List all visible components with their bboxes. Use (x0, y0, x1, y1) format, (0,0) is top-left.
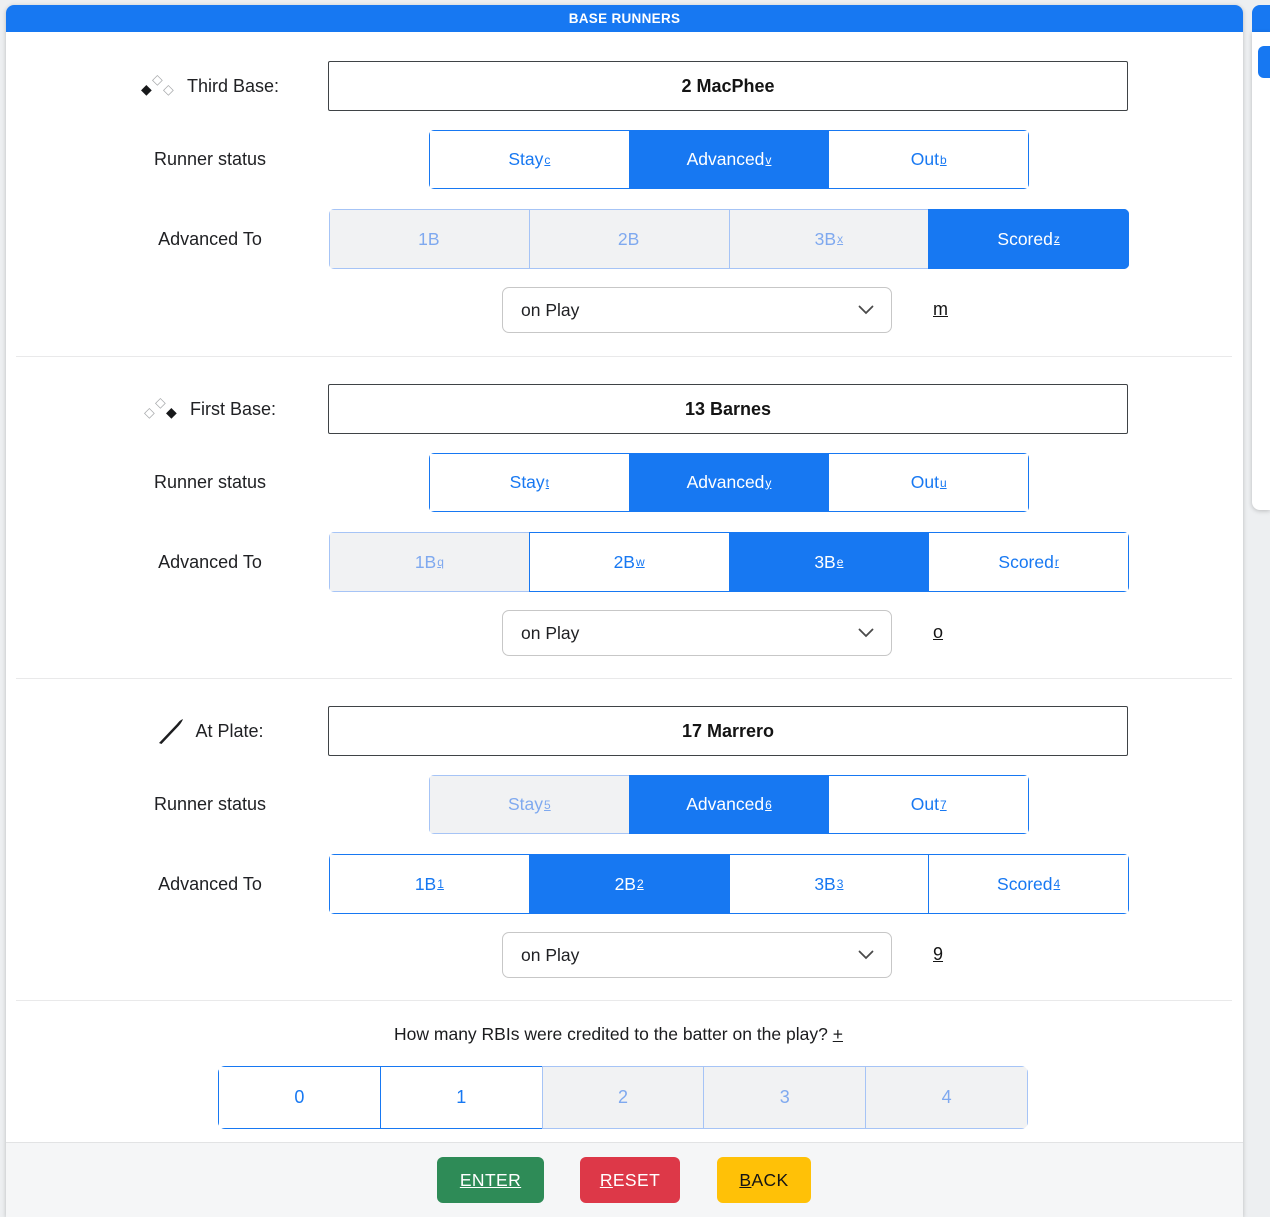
adjacent-panel (1252, 32, 1270, 510)
rbi-2-button[interactable]: 2 (541, 1066, 705, 1129)
section-divider (16, 356, 1232, 357)
third-base-timing-select[interactable]: on Play (502, 287, 892, 333)
status-advanced-button[interactable]: Advanced y (628, 453, 830, 512)
status-stay-button[interactable]: Stay c (429, 130, 630, 189)
enter-button[interactable]: ENTER (437, 1157, 544, 1203)
advance-2b-button[interactable]: 2B 2 (528, 854, 730, 914)
rbi-3-button[interactable]: 3 (703, 1066, 867, 1129)
advanced-to-label: Advanced To (158, 228, 262, 249)
runner-status-label: Runner status (153, 793, 267, 814)
advance-1b-button[interactable]: 1B q (329, 532, 530, 592)
panel-title: BASE RUNNERS (568, 11, 681, 26)
rbi-shortcut-key: + (832, 1024, 843, 1044)
status-stay-button[interactable]: Stay 5 (429, 775, 630, 834)
advanced-to-label: Advanced To (158, 873, 262, 894)
timing-shortcut-key: 9 (933, 944, 944, 964)
rbi-1-button[interactable]: 1 (379, 1066, 543, 1129)
first-base-timing-select[interactable]: on Play (502, 610, 892, 656)
at-plate-status-group: Stay 5 Advanced 6 Out 7 (429, 775, 1029, 834)
status-advanced-button[interactable]: Advanced v (628, 130, 830, 189)
advanced-to-label: Advanced To (158, 551, 262, 572)
chevron-down-icon (858, 950, 874, 960)
advance-scored-button[interactable]: Scored 4 (928, 854, 1129, 914)
adjacent-panel-button[interactable] (1258, 46, 1270, 78)
timing-select-value: on Play (521, 944, 580, 965)
timing-shortcut-key: m (933, 299, 948, 319)
at-plate-timing-select[interactable]: on Play (502, 932, 892, 978)
rbi-4-button[interactable]: 4 (865, 1066, 1028, 1129)
adjacent-panel-title-bar (1252, 5, 1270, 32)
runner-status-label: Runner status (153, 148, 267, 169)
advance-3b-button[interactable]: 3B e (728, 532, 930, 592)
chevron-down-icon (858, 628, 874, 638)
third-base-label: Third Base: (186, 75, 280, 96)
rbi-count-group: 0 1 2 3 4 (218, 1066, 1028, 1129)
rbi-question: How many RBIs were credited to the batte… (394, 1024, 843, 1044)
timing-select-value: on Play (521, 622, 580, 643)
first-base-advance-group: 1B q 2B w 3B e Scored r (329, 532, 1129, 592)
at-plate-label-row: At Plate: (80, 706, 340, 756)
at-plate-batter-field[interactable]: 17 Marrero (328, 706, 1128, 756)
runner-status-label: Runner status (153, 471, 267, 492)
status-out-button[interactable]: Out b (828, 130, 1029, 189)
at-plate-advance-group: 1B 1 2B 2 3B 3 Scored 4 (329, 854, 1129, 914)
advance-1b-button[interactable]: 1B 1 (329, 854, 530, 914)
first-base-status-group: Stay t Advanced y Out u (429, 453, 1029, 512)
status-stay-button[interactable]: Stay t (429, 453, 630, 512)
chevron-down-icon (858, 305, 874, 315)
at-plate-batter-name: 17 Marrero (681, 720, 775, 741)
third-base-status-group: Stay c Advanced v Out b (429, 130, 1029, 189)
status-out-button[interactable]: Out u (828, 453, 1029, 512)
third-base-advance-group: 1B 2B 3B x Scored z (329, 209, 1129, 269)
back-button[interactable]: B ACK (717, 1157, 811, 1203)
third-base-label-row: ◇ ◆ ◇ Third Base: (80, 61, 340, 111)
advance-1b-button[interactable]: 1B (329, 209, 530, 269)
advance-3b-button[interactable]: 3B x (728, 209, 930, 269)
timing-select-value: on Play (521, 299, 580, 320)
first-base-runner-field[interactable]: 13 Barnes (328, 384, 1128, 434)
advance-2b-button[interactable]: 2B w (528, 532, 730, 592)
advance-scored-button[interactable]: Scored z (928, 209, 1129, 269)
panel-title-bar: BASE RUNNERS (6, 5, 1243, 32)
advance-3b-button[interactable]: 3B 3 (728, 854, 930, 914)
reset-button[interactable]: R ESET (580, 1157, 680, 1203)
bases-diagram-first-icon: ◇ ◇ ◆ (143, 393, 177, 420)
first-base-label-row: ◇ ◇ ◆ First Base: (80, 384, 340, 434)
advance-scored-button[interactable]: Scored r (928, 532, 1129, 592)
advance-2b-button[interactable]: 2B (528, 209, 730, 269)
bat-icon (159, 719, 184, 744)
at-plate-label: At Plate: (195, 720, 264, 741)
first-base-runner-name: 13 Barnes (684, 398, 772, 419)
first-base-label: First Base: (189, 398, 277, 419)
third-base-runner-field[interactable]: 2 MacPhee (328, 61, 1128, 111)
timing-shortcut-key: o (933, 622, 944, 642)
section-divider (16, 1000, 1232, 1001)
bases-diagram-third-icon: ◇ ◆ ◇ (140, 70, 174, 97)
section-divider (16, 678, 1232, 679)
third-base-runner-name: 2 MacPhee (681, 75, 775, 96)
rbi-0-button[interactable]: 0 (218, 1066, 381, 1129)
status-advanced-button[interactable]: Advanced 6 (628, 775, 830, 834)
status-out-button[interactable]: Out 7 (828, 775, 1029, 834)
